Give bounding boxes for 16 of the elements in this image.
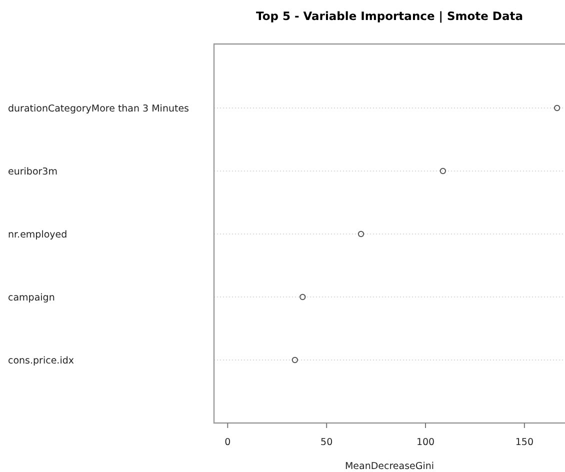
x-tick-label: 0: [224, 437, 231, 448]
point: [292, 356, 298, 364]
point: [358, 230, 364, 238]
y-tick-label: euribor3m: [8, 166, 58, 178]
x-tick-label: 100: [416, 437, 435, 448]
y-tick-label: nr.employed: [8, 229, 68, 240]
point: [300, 294, 306, 300]
point: [554, 104, 560, 112]
y-tick-label: campaign: [8, 292, 55, 304]
point: [440, 168, 446, 174]
x-axis-title: MeanDecreaseGini: [344, 461, 434, 472]
y-tick-label: durationCategoryMore than 3 Minutes: [8, 103, 190, 114]
y-tick-label: cons.price.idx: [8, 355, 74, 366]
chart-title: Top 5 - Variable Importance | Smote Data: [256, 9, 523, 23]
x-tick-label: 150: [515, 437, 534, 448]
x-tick-label: 50: [320, 437, 333, 448]
